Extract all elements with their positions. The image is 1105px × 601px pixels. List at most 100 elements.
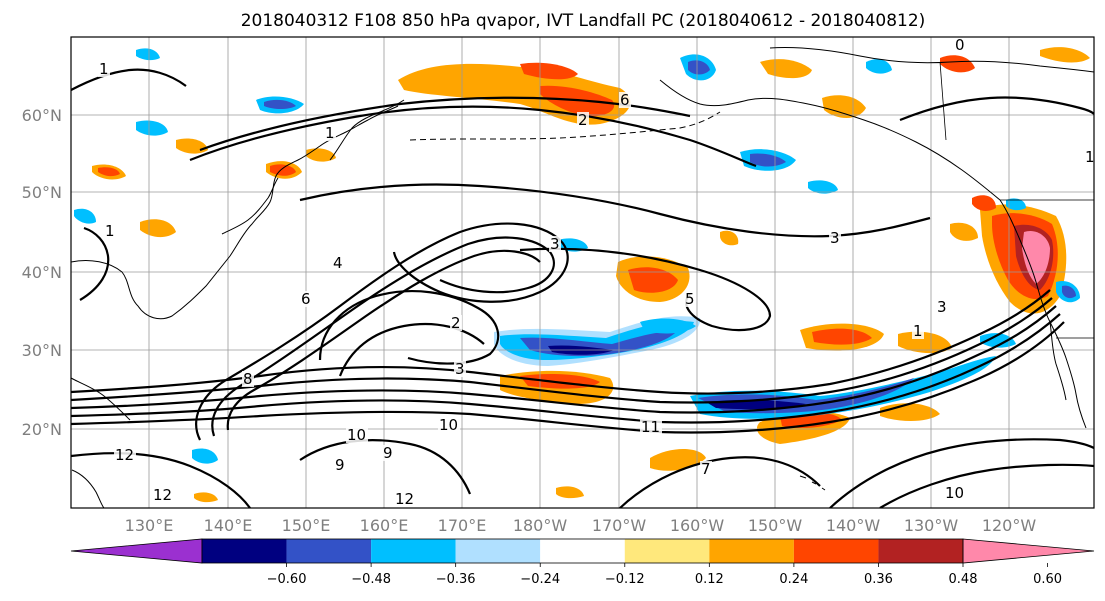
coastlines <box>71 46 1094 508</box>
contour-swirl-3 <box>226 249 541 431</box>
contour-label-bg <box>104 223 116 239</box>
lon-tick-label: 150°W <box>748 516 803 535</box>
contour-label: 1 <box>913 322 923 340</box>
contour-label-bg <box>242 371 254 387</box>
contour-south-5 <box>879 463 1094 508</box>
contour-label: 3 <box>455 360 465 378</box>
contour-label-bg <box>577 112 589 128</box>
colorbar-segment <box>624 539 710 563</box>
ivt-contours <box>71 68 1094 508</box>
contour-jet-1 <box>71 289 1051 395</box>
lon-tick-label: 140°E <box>204 516 253 535</box>
colorbar-segment <box>202 539 287 563</box>
anomaly-negative-gulf-2 <box>808 180 838 194</box>
contour-jet-4 <box>71 313 1061 424</box>
contour-label: 3 <box>830 229 840 247</box>
contour-label-bg <box>829 230 841 246</box>
contour-label: 0 <box>955 36 965 54</box>
contour-label-bg <box>619 92 631 108</box>
colorbar-segment <box>793 539 879 563</box>
colorbar-segment <box>371 539 456 563</box>
anomaly-negative-nw-2 <box>136 48 160 61</box>
colorbar-tick-label: 0.60 <box>1033 572 1062 587</box>
coast-alaska <box>659 79 1001 201</box>
colorbar-min-arrow <box>70 538 203 564</box>
contour-swirl-1 <box>195 222 569 441</box>
anomaly-negative-okhotsk <box>136 120 168 136</box>
contour-south-3 <box>619 456 821 508</box>
contour-label-bg <box>454 361 466 377</box>
coast-philippines <box>71 469 105 508</box>
anomaly-negative-bc <box>1006 198 1026 211</box>
lat-tick-label: 60°N <box>22 106 62 125</box>
contour-south-1 <box>71 452 251 508</box>
colorbar-segment <box>540 539 625 563</box>
lon-tick-label: 160°W <box>670 516 725 535</box>
anomaly-positive-okhotsk-2 <box>270 164 296 176</box>
lon-tick-label: 120°W <box>982 516 1037 535</box>
colorbar-tick-label: 0.24 <box>779 572 808 587</box>
contour-label-bg <box>549 236 561 252</box>
contour-label-bg <box>114 447 136 463</box>
contour-label: 9 <box>383 444 393 462</box>
contour-label-bg <box>912 323 924 339</box>
graticule <box>71 37 1094 508</box>
contour-label-bg <box>944 485 966 501</box>
contour-ne-1 <box>899 96 1094 122</box>
contour-label-bg <box>954 37 966 53</box>
contour-label: 1 <box>1085 148 1095 166</box>
longitude-labels: 130°E 140°E 150°E 160°E 170°E 180°W 170°W 160°W… <box>125 516 1037 535</box>
contour-label: 1 <box>99 60 109 78</box>
lon-tick-label: 140°W <box>826 516 881 535</box>
contour-label-bg <box>684 291 696 307</box>
colorbar-tick-label: −0.60 <box>267 572 307 587</box>
anomaly-positive-landfall-max <box>1022 230 1050 284</box>
contour-label-bg <box>450 315 462 331</box>
anomaly-negative-coast-core <box>1062 285 1076 299</box>
contour-label: 4 <box>333 254 343 272</box>
contour-label-bg <box>98 61 110 77</box>
coast-china-south <box>71 377 131 421</box>
contour-label: 10 <box>439 416 458 434</box>
contour-south-4 <box>829 438 1094 508</box>
figure-title: 2018040312 F108 850 hPa qvapor, IVT Land… <box>241 11 926 31</box>
contour-label: 9 <box>335 456 345 474</box>
anomaly-positive-west-56-core <box>98 167 120 177</box>
anomaly-positive-central-core <box>628 267 678 293</box>
colorbar-tick-label: 0.48 <box>949 572 978 587</box>
lat-tick-label: 30°N <box>22 341 62 360</box>
anomaly-positive-alaska-4 <box>1040 47 1090 63</box>
contour-label: 6 <box>301 290 311 308</box>
coast-alaska-north <box>769 46 1094 73</box>
contour-label-bg <box>152 487 174 503</box>
lat-tick-label: 50°N <box>22 183 62 202</box>
contour-label: 8 <box>243 370 253 388</box>
map-frame <box>70 36 1095 509</box>
contour-label: 1 <box>105 222 115 240</box>
colorbar-tick-label: −0.48 <box>351 572 391 587</box>
lon-tick-label: 180°W <box>513 516 568 535</box>
anomaly-negative-east-alaska <box>866 59 892 74</box>
contour-label: 12 <box>153 486 172 504</box>
colorbar-tick-label: −0.36 <box>436 572 476 587</box>
contour-label: 2 <box>451 314 461 332</box>
lat-tick-label: 40°N <box>22 263 62 282</box>
contour-label: 12 <box>115 446 134 464</box>
anomaly-positive-se <box>556 486 584 499</box>
contour-label-bg <box>332 255 344 271</box>
coast-asia <box>71 105 399 320</box>
anomaly-positive-kamchatka <box>306 148 336 162</box>
contour-north-4 <box>519 247 772 332</box>
colorbar-tick-label: −0.12 <box>605 572 645 587</box>
contour-label: 12 <box>395 490 414 508</box>
contour-label-bg <box>300 291 312 307</box>
contour-west-2 <box>79 226 110 301</box>
contour-label: 6 <box>620 91 630 109</box>
contour-south-2 <box>299 439 472 495</box>
contour-north-2 <box>199 96 691 152</box>
contour-swirl-4 <box>318 290 500 365</box>
colorbar-tick-label: 0.12 <box>695 572 724 587</box>
contour-label: 7 <box>701 460 711 478</box>
anomaly-positive-bering-east <box>520 62 578 80</box>
